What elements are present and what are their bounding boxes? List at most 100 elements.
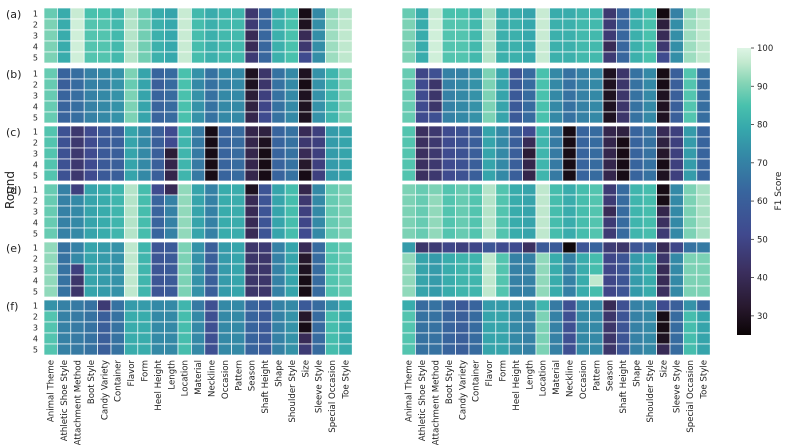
heatmap-cell xyxy=(298,321,313,334)
heatmap-cell xyxy=(137,40,152,53)
heatmap-cell xyxy=(522,227,537,240)
heatmap-cell xyxy=(401,89,416,102)
heatmap-cell xyxy=(468,136,483,149)
heatmap-cell xyxy=(415,227,430,240)
heatmap-cell xyxy=(428,111,443,124)
heatmap-cell xyxy=(311,285,326,298)
heatmap-cell xyxy=(482,205,497,218)
heatmap-cell xyxy=(669,89,684,102)
heatmap-cell xyxy=(298,89,313,102)
heatmap-cell xyxy=(575,194,590,207)
heatmap-cell xyxy=(271,7,286,20)
heatmap-cell xyxy=(231,285,246,298)
heatmap-cell xyxy=(495,18,510,31)
heatmap-cell xyxy=(575,111,590,124)
heatmap-cell xyxy=(231,321,246,334)
x-tick-label: Candy Variety xyxy=(458,360,468,420)
heatmap-cell xyxy=(575,332,590,345)
heatmap-cell xyxy=(338,183,353,196)
heatmap-cell xyxy=(629,125,644,138)
heatmap-cell xyxy=(70,194,85,207)
round-tick-label: 2 xyxy=(33,313,38,322)
round-tick-label: 4 xyxy=(33,277,38,286)
heatmap-cell xyxy=(656,194,671,207)
heatmap-cell xyxy=(549,111,564,124)
heatmap-cell xyxy=(696,263,711,276)
heatmap-cell xyxy=(110,343,125,356)
heatmap-cell xyxy=(137,158,152,171)
heatmap-cell xyxy=(602,216,617,229)
heatmap-cell xyxy=(217,111,232,124)
heatmap-cell xyxy=(401,205,416,218)
heatmap-cell xyxy=(57,252,72,265)
heatmap-cell xyxy=(468,158,483,171)
heatmap-cell xyxy=(258,285,273,298)
heatmap-cell xyxy=(258,136,273,149)
heatmap-cell xyxy=(401,321,416,334)
heatmap-cell xyxy=(642,78,657,91)
heatmap-cell xyxy=(97,343,112,356)
heatmap-cell xyxy=(150,205,165,218)
heatmap-cell xyxy=(656,136,671,149)
heatmap-cell xyxy=(549,263,564,276)
heatmap-cell xyxy=(204,51,219,64)
heatmap-cell xyxy=(549,51,564,64)
heatmap-cell xyxy=(57,67,72,80)
heatmap-cell xyxy=(124,40,139,53)
heatmap-cell xyxy=(642,274,657,287)
heatmap-cell xyxy=(338,299,353,312)
heatmap-cell xyxy=(535,285,550,298)
heatmap-cell xyxy=(57,183,72,196)
heatmap-cell xyxy=(602,40,617,53)
heatmap-cell xyxy=(642,263,657,276)
heatmap-cell xyxy=(575,158,590,171)
heatmap-cell xyxy=(43,227,58,240)
heatmap-cell xyxy=(83,183,98,196)
heatmap-cell xyxy=(455,29,470,42)
heatmap-cell xyxy=(97,241,112,254)
heatmap-cell xyxy=(589,40,604,53)
heatmap-cell xyxy=(191,78,206,91)
heatmap-cell xyxy=(602,194,617,207)
heatmap-cell xyxy=(311,194,326,207)
heatmap-cell xyxy=(43,241,58,254)
heatmap-cell xyxy=(683,29,698,42)
heatmap-cell xyxy=(575,125,590,138)
heatmap-cell xyxy=(482,67,497,80)
heatmap-cell xyxy=(575,78,590,91)
panel-label: (f) xyxy=(6,300,18,313)
heatmap-cell xyxy=(284,7,299,20)
heatmap-cell xyxy=(217,263,232,276)
heatmap-cell xyxy=(696,299,711,312)
heatmap-cell xyxy=(325,125,340,138)
heatmap-cell xyxy=(602,18,617,31)
x-tick-label: Boot Style xyxy=(87,360,97,404)
heatmap-cell xyxy=(495,274,510,287)
round-tick-label: 1 xyxy=(33,10,38,19)
x-tick-label: Special Occasion xyxy=(686,360,696,433)
heatmap-cell xyxy=(110,125,125,138)
heatmap-cell xyxy=(441,40,456,53)
heatmap-cell xyxy=(589,183,604,196)
heatmap-cell xyxy=(602,136,617,149)
heatmap-cell xyxy=(468,7,483,20)
heatmap-cell xyxy=(522,343,537,356)
heatmap-cell xyxy=(177,7,192,20)
heatmap-cell xyxy=(258,100,273,113)
heatmap-cell xyxy=(415,111,430,124)
heatmap-cell xyxy=(535,125,550,138)
heatmap-cell xyxy=(258,147,273,160)
heatmap-cell xyxy=(629,67,644,80)
heatmap-cell xyxy=(656,216,671,229)
heatmap-cell xyxy=(401,274,416,287)
heatmap-cell xyxy=(124,310,139,323)
heatmap-cell xyxy=(656,263,671,276)
heatmap-cell xyxy=(589,7,604,20)
heatmap-cell xyxy=(57,332,72,345)
heatmap-cell xyxy=(83,40,98,53)
heatmap-cell xyxy=(549,332,564,345)
heatmap-cell xyxy=(508,274,523,287)
heatmap-cell xyxy=(338,125,353,138)
heatmap-cell xyxy=(177,299,192,312)
heatmap-cell xyxy=(284,252,299,265)
